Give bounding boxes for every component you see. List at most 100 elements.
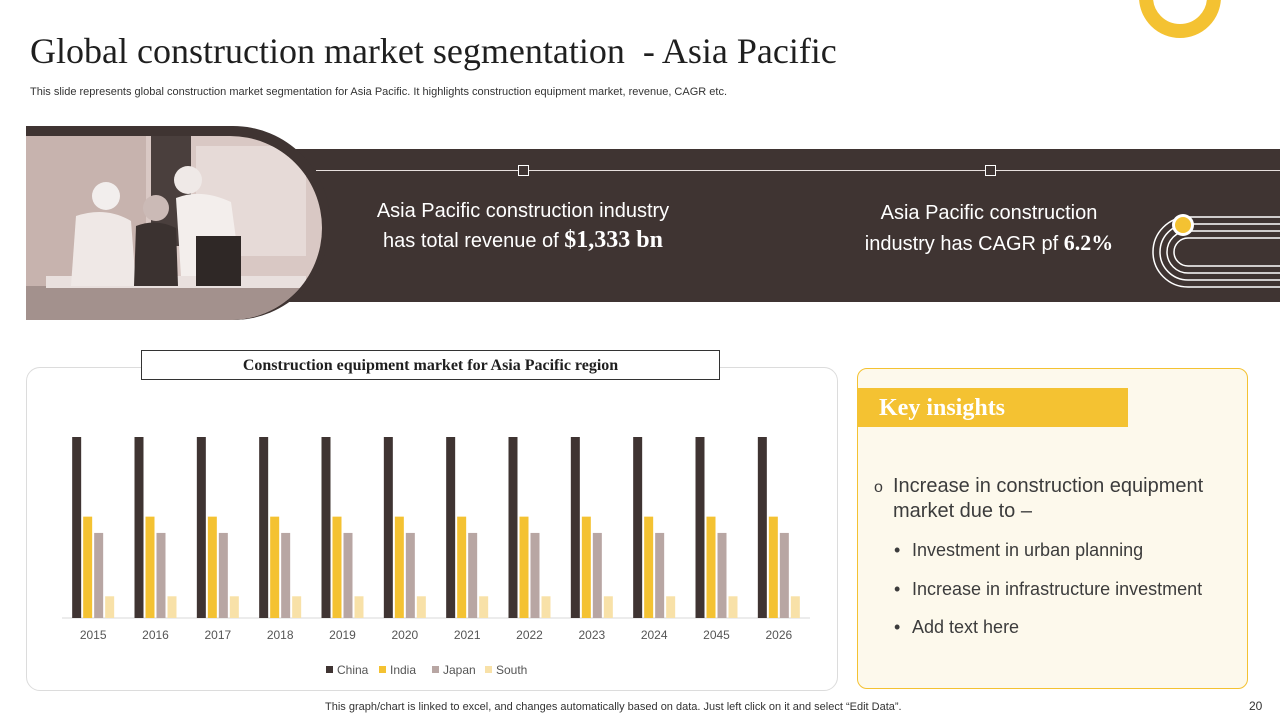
revenue-value: $1,333 bn [564,227,663,253]
bar-india-2017 [207,516,217,618]
bar-india-2023 [581,516,591,618]
bar-india-2019 [332,516,342,618]
x-tick-label: 2022 [516,628,543,642]
bar-japan-2015 [94,532,104,618]
bullet-icon: • [894,579,901,599]
x-tick-label: 2017 [204,628,231,642]
cagr-line2: industry has CAGR pf [864,233,1064,255]
x-tick-label: 2018 [267,628,294,642]
bar-japan-2026 [779,532,789,618]
bar-india-2018 [270,516,280,618]
bar-south-2021 [479,596,489,618]
legend-label-china: China [337,663,369,677]
bar-japan-2016 [156,532,166,618]
bar-south-2045 [728,596,738,618]
cagr-line1: Asia Pacific construction [880,202,1098,224]
x-tick-label: 2016 [142,628,169,642]
x-tick-label: 2023 [578,628,605,642]
engineers-photo [26,136,322,320]
footer-note: This graph/chart is linked to excel, and… [325,701,902,713]
legend-swatch-south [485,666,492,673]
legend-swatch-india [379,666,386,673]
bar-japan-2021 [468,532,478,618]
bar-india-2024 [644,516,654,618]
insight-item: • Increase in infrastructure investment [894,579,1202,600]
bar-china-2024 [633,437,643,618]
x-tick-label: 2015 [80,628,107,642]
bar-chart: 2015 2016 2017 2018 2019 2020 2021 2022 2023 2024… [62,437,810,677]
cagr-line2-wrap: industry has CAGR pf 6.2% [818,228,1160,259]
x-tick-label: 2019 [329,628,356,642]
insight-main-text: Increase in construction equipment marke… [893,475,1204,522]
bar-south-2026 [790,596,800,618]
bar-china-2026 [757,437,767,618]
bar-japan-2020 [405,532,415,618]
bar-japan-2017 [218,532,228,618]
bar-china-2045 [695,437,705,618]
legend-label-south: South [496,663,527,677]
bar-japan-2024 [655,532,665,618]
decorative-ring [1139,0,1221,38]
revenue-stat: Asia Pacific construction industry has t… [340,197,706,256]
insight-item: • Add text here [894,617,1019,638]
bar-china-2021 [446,437,456,618]
bar-japan-2023 [592,532,602,618]
bullet-icon: • [894,617,901,637]
bar-china-2023 [570,437,580,618]
cagr-value: 6.2% [1063,230,1114,255]
bar-south-2020 [416,596,426,618]
banner-marker [985,165,996,176]
bar-china-2017 [196,437,206,618]
insight-main-point: o Increase in construction equipment mar… [874,474,1234,524]
bar-india-2022 [519,516,529,618]
bar-south-2017 [229,596,239,618]
bar-india-2020 [394,516,404,618]
bar-china-2018 [259,437,269,618]
slide-subtitle: This slide represents global constructio… [30,86,727,98]
bar-china-2022 [508,437,518,618]
x-tick-label: 2020 [391,628,418,642]
x-tick-label: 2021 [454,628,481,642]
bar-india-2015 [83,516,93,618]
bar-south-2015 [105,596,115,618]
slide-title: Global construction market segmentation … [30,31,837,71]
bar-south-2023 [603,596,613,618]
banner-divider-line [316,170,1280,171]
bar-japan-2018 [281,532,291,618]
insight-item-text: Add text here [912,617,1020,637]
bar-south-2024 [666,596,676,618]
legend-swatch-china [326,666,333,673]
bar-japan-2019 [343,532,353,618]
bar-japan-2022 [530,532,540,618]
bar-china-2019 [321,437,331,618]
insight-item-text: Investment in urban planning [912,540,1144,560]
revenue-line2-wrap: has total revenue of $1,333 bn [340,226,706,256]
legend-swatch-japan [432,666,439,673]
page-number: 20 [1249,699,1263,713]
bar-china-2020 [383,437,393,618]
decorative-arcs [1152,214,1280,288]
bar-china-2016 [134,437,144,618]
x-tick-label: 2024 [641,628,668,642]
legend-label-india: India [390,663,416,677]
bar-india-2021 [457,516,467,618]
bar-india-2016 [145,516,155,618]
x-tick-label: 2026 [765,628,792,642]
insight-item-text: Increase in infrastructure investment [912,579,1203,599]
bar-india-2026 [768,516,778,618]
circle-bullet-icon: o [874,479,883,496]
stats-banner [230,149,1280,302]
banner-marker [518,165,529,176]
insight-item: • Investment in urban planning [894,540,1143,561]
bar-india-2045 [706,516,716,618]
x-tick-label: 2045 [703,628,730,642]
cagr-stat: Asia Pacific construction industry has C… [818,199,1160,259]
bar-south-2019 [354,596,364,618]
bullet-icon: • [894,540,901,560]
key-insights-header: Key insights [857,388,1128,427]
legend-label-japan: Japan [443,663,476,677]
bar-south-2016 [167,596,177,618]
bar-south-2022 [541,596,551,618]
bar-china-2015 [72,437,82,618]
bar-south-2018 [292,596,302,618]
